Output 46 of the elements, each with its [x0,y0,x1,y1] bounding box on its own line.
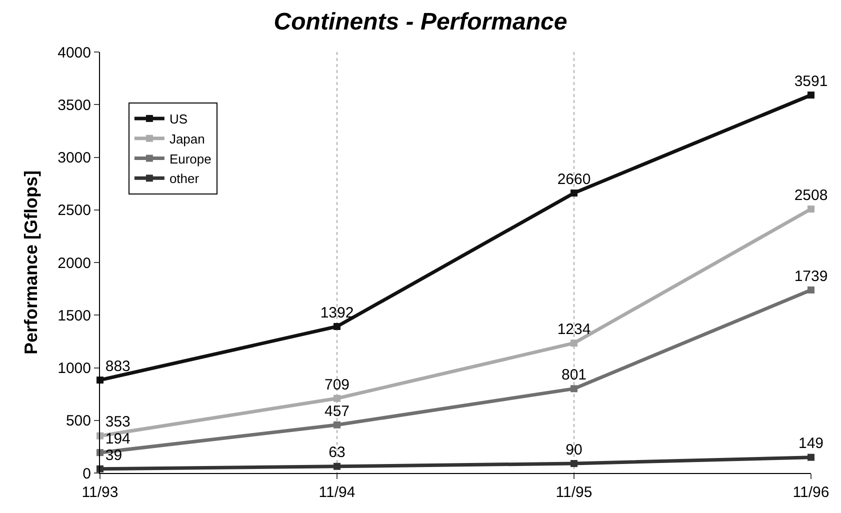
x-tick-label: 11/95 [556,484,592,501]
data-label: 1739 [794,268,828,285]
data-label: 3591 [794,72,828,90]
point [570,340,578,347]
point [808,92,814,99]
x-tick-label: 11/96 [792,484,830,501]
data-label: 2660 [557,170,591,188]
legend-label: Europe [169,151,212,166]
point [808,206,814,213]
data-label: 709 [324,376,350,394]
y-tick-label: 3500 [58,96,91,114]
legend-label: US [169,112,188,127]
y-tick-label: 2500 [58,202,91,220]
y-tick-label: 1500 [58,307,91,324]
y-tick-label: 0 [82,465,91,482]
point [808,286,814,294]
point [334,322,340,330]
x-tick-label: 11/94 [318,484,356,501]
point [808,454,814,461]
point [570,460,578,468]
y-tick-label: 2000 [58,254,91,272]
point [334,394,340,402]
y-tick-label: 500 [66,412,91,430]
data-label: 457 [324,402,350,420]
data-label: 194 [105,430,130,448]
data-label: 1234 [557,320,591,338]
x-tick-label: 11/93 [82,484,118,501]
data-label: 63 [328,444,346,462]
data-label: 1392 [320,304,354,322]
point [334,462,340,470]
point [570,190,578,197]
data-label: 149 [798,435,824,452]
data-label: 801 [561,366,587,384]
legend-label: Japan [169,131,205,146]
y-tick-label: 4000 [58,44,91,62]
y-tick-label: 3000 [58,150,91,166]
data-label: 90 [566,441,582,458]
point [570,385,578,392]
data-label: 2508 [794,186,828,204]
legend-label: other [169,171,200,186]
data-label: 883 [105,358,130,375]
y-axis-title: Performance [Gflops] [20,170,41,355]
y-tick-label: 1000 [58,360,91,377]
data-label: 353 [105,414,130,431]
chart-title: Continents - Performance [274,8,568,36]
point [334,421,340,428]
